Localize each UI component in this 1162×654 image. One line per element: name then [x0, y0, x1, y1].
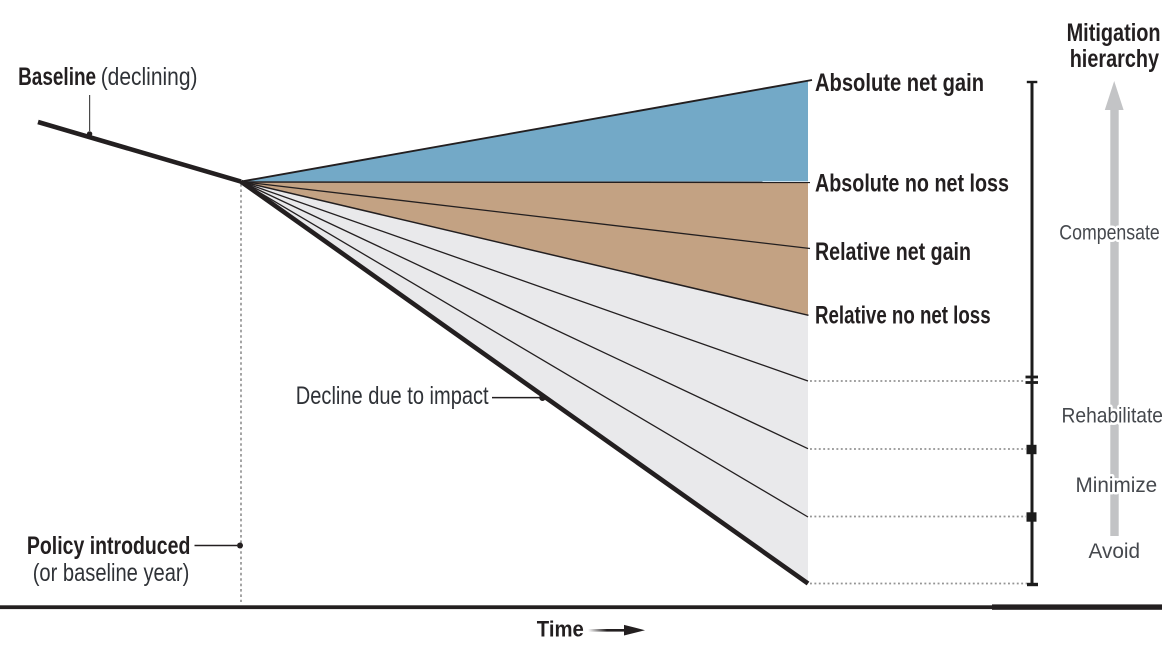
- svg-text:Absolute net gain: Absolute net gain: [815, 69, 984, 97]
- svg-text:(or baseline year): (or baseline year): [33, 559, 190, 587]
- svg-text:(declining): (declining): [101, 63, 198, 91]
- svg-text:hierarchy: hierarchy: [1070, 45, 1159, 73]
- svg-text:Avoid: Avoid: [1089, 539, 1141, 563]
- svg-text:Policy introduced: Policy introduced: [27, 532, 191, 560]
- svg-text:Compensate: Compensate: [1059, 221, 1160, 245]
- svg-text:Time: Time: [537, 617, 584, 642]
- svg-text:Relative no net loss: Relative no net loss: [815, 302, 991, 330]
- svg-text:Relative net gain: Relative net gain: [815, 238, 971, 266]
- svg-text:Mitigation: Mitigation: [1067, 19, 1161, 47]
- svg-text:Rehabilitate: Rehabilitate: [1062, 404, 1162, 428]
- svg-text:Absolute no net loss: Absolute no net loss: [815, 170, 1009, 198]
- svg-text:Minimize: Minimize: [1076, 473, 1158, 497]
- svg-text:Baseline: Baseline: [18, 63, 96, 91]
- svg-text:Decline due to impact: Decline due to impact: [296, 382, 489, 410]
